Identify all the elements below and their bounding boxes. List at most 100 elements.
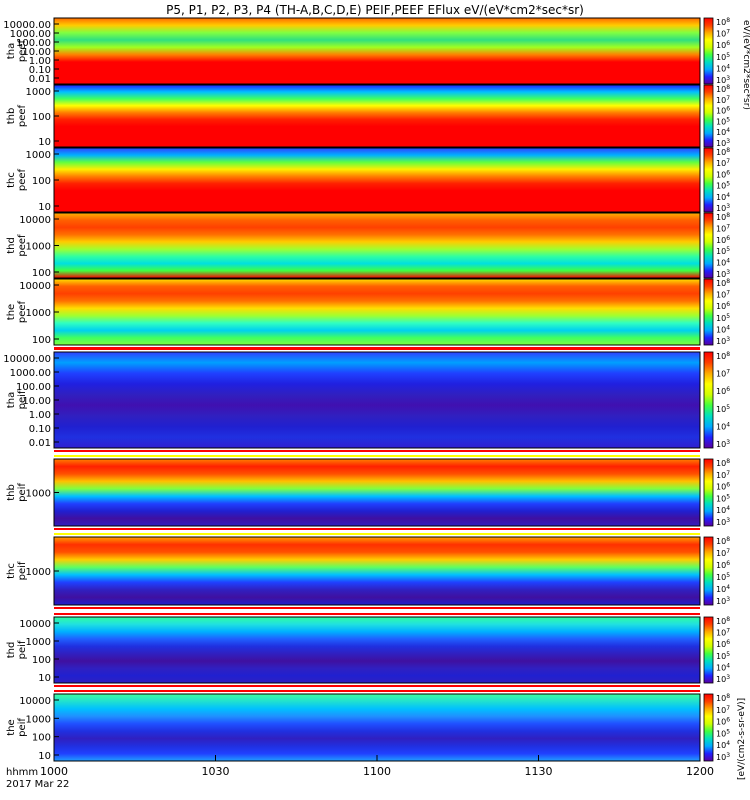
colorbar-tick-label: 105 — [716, 246, 730, 256]
y-tick-label: 10000.00 — [3, 354, 51, 365]
colorbar-tick-exp: 5 — [726, 493, 730, 500]
colorbar-tick-exp: 4 — [726, 324, 730, 331]
x-tick-label: 1130 — [525, 765, 553, 778]
colorbar-tick-label: 106 — [716, 40, 730, 50]
colorbar-unit-label: eV/(eV*cm2*sec*sr) — [741, 20, 750, 110]
colorbar-tick-label: 104 — [716, 192, 730, 202]
separator-band — [54, 449, 700, 458]
y-tick-label: 0.10 — [29, 65, 51, 76]
colorbar-tick-label: 104 — [716, 127, 730, 137]
panels-group: thapeef10000.001000.00100.0010.001.000.1… — [3, 17, 730, 762]
separator-stripe — [54, 690, 700, 692]
colorbar-tick-exp: 3 — [726, 752, 730, 759]
colorbar-tick-exp: 3 — [726, 75, 730, 82]
y-tick-label: 1000.00 — [10, 29, 51, 40]
panel-label-thc-peef: thcpeef — [6, 168, 28, 191]
y-tick-label: 0.01 — [29, 438, 51, 449]
y-tick-label: 100 — [32, 733, 51, 744]
colorbar-tick-exp: 4 — [726, 258, 730, 265]
colorbar-tick-label: 103 — [716, 596, 730, 606]
colorbar-tick-base: 10 — [716, 729, 726, 738]
colorbar-tick-label: 108 — [716, 693, 730, 703]
y-tick-label: 10.00 — [22, 396, 51, 407]
colorbar-tick-label: 103 — [716, 439, 730, 449]
colorbar-tick-exp: 4 — [726, 662, 730, 669]
y-tick-label: 10 — [38, 202, 51, 213]
panel-label-thb-peef: thbpeef — [6, 104, 28, 127]
colorbar-tick-exp: 5 — [726, 572, 730, 579]
colorbar-tick-label: 104 — [716, 63, 730, 73]
colorbar-tick-base: 10 — [716, 652, 726, 661]
colorbar-tick-exp: 5 — [726, 246, 730, 253]
colorbar-tick-base: 10 — [716, 352, 726, 361]
spectrogram-thc-peif — [54, 537, 700, 605]
colorbar-tick-label: 105 — [716, 493, 730, 503]
colorbar-tick-label: 106 — [716, 301, 730, 311]
colorbar-tick-label: 108 — [716, 212, 730, 222]
colorbar-tick-base: 10 — [716, 459, 726, 468]
colorbar-tick-base: 10 — [716, 506, 726, 515]
x-tick-label: 1200 — [686, 765, 714, 778]
spectrogram-tha-peif — [54, 352, 700, 448]
panel-label-line: tha — [6, 43, 17, 59]
x-axis-label: hhmm — [6, 767, 38, 778]
colorbar-tick-exp: 6 — [726, 386, 730, 393]
colorbar-tick-label: 105 — [716, 404, 730, 414]
colorbar-thd-peif — [703, 616, 714, 684]
colorbar-tick-exp: 6 — [726, 235, 730, 242]
y-tick-label: 1000 — [26, 567, 51, 578]
spectrogram-the-peef — [54, 279, 700, 345]
figure-title: P5, P1, P2, P3, P4 (TH-A,B,C,D,E) PEIF,P… — [166, 3, 584, 17]
colorbar-tick-label: 107 — [716, 158, 730, 168]
colorbar-tick-base: 10 — [716, 694, 726, 703]
colorbar-tick-label: 105 — [716, 181, 730, 191]
colorbar-tick-label: 104 — [716, 584, 730, 594]
spectrogram-thd-peif — [54, 617, 700, 683]
colorbar-tick-label: 105 — [716, 651, 730, 661]
panel-label-tha-peef: thapeef — [6, 39, 28, 62]
y-tick-label: 1000.00 — [10, 368, 51, 379]
y-tick-label: 10000 — [19, 215, 51, 226]
colorbar-tick-exp: 8 — [726, 147, 730, 154]
colorbar-tick-label: 103 — [716, 75, 730, 85]
colorbar-tick-base: 10 — [716, 247, 726, 256]
colorbar-tick-base: 10 — [716, 741, 726, 750]
colorbar-tick-base: 10 — [716, 148, 726, 157]
colorbar-tick-exp: 7 — [726, 470, 730, 477]
colorbar-tick-base: 10 — [716, 629, 726, 638]
colorbar-tick-exp: 4 — [726, 192, 730, 199]
y-tick-label: 100 — [32, 112, 51, 123]
colorbar-tick-label: 104 — [716, 505, 730, 515]
separator-stripe — [54, 607, 700, 609]
colorbar-tick-exp: 7 — [726, 29, 730, 36]
colorbar-tick-label: 107 — [716, 290, 730, 300]
colorbar-tick-exp: 8 — [726, 536, 730, 543]
colorbar-tick-base: 10 — [716, 139, 726, 148]
panel-label-the-peef: thepeef — [6, 300, 28, 323]
panel-label-line: peef — [17, 39, 28, 62]
colorbar-tick-exp: 4 — [726, 421, 730, 428]
colorbar-tick-label: 104 — [716, 324, 730, 334]
y-tick-label: 10000.00 — [3, 20, 51, 31]
panel-label-line: tha — [6, 392, 17, 408]
colorbar-tick-exp: 3 — [726, 439, 730, 446]
colorbar-tick-label: 107 — [716, 223, 730, 233]
panel-label-line: peif — [17, 390, 28, 409]
colorbar-tick-label: 107 — [716, 705, 730, 715]
colorbar-tick-exp: 6 — [726, 301, 730, 308]
colorbar-tick-label: 107 — [716, 470, 730, 480]
colorbar-tick-exp: 8 — [726, 212, 730, 219]
y-tick-label: 10 — [38, 751, 51, 762]
colorbar-tick-base: 10 — [716, 585, 726, 594]
colorbar-tick-base: 10 — [716, 259, 726, 268]
y-tick-label: 1000 — [26, 150, 51, 161]
colorbar-tick-exp: 4 — [726, 740, 730, 747]
colorbar-tick-base: 10 — [716, 76, 726, 85]
colorbar-tick-base: 10 — [716, 236, 726, 245]
y-tick-label: 1.00 — [29, 410, 51, 421]
colorbar-tick-base: 10 — [716, 224, 726, 233]
colorbar-tick-exp: 8 — [726, 17, 730, 24]
colorbar-tick-exp: 3 — [726, 336, 730, 343]
x-tick-label: 1030 — [202, 765, 230, 778]
panel-label-line: peif — [17, 561, 28, 580]
